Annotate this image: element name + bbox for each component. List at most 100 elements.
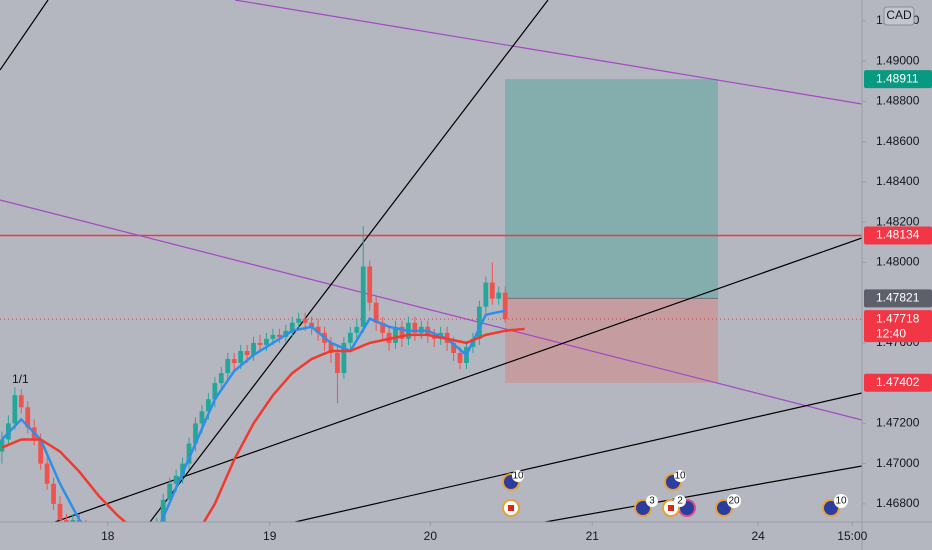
candle-body bbox=[193, 423, 198, 444]
candle-body bbox=[231, 359, 237, 364]
price-badge-label: 1.48911 bbox=[876, 71, 919, 85]
candle-body bbox=[309, 322, 315, 327]
event-count: 10 bbox=[512, 471, 524, 482]
candle-body bbox=[218, 373, 224, 384]
flag bbox=[508, 505, 514, 511]
profit-zone bbox=[505, 79, 718, 299]
candle-body bbox=[341, 342, 347, 374]
candle-body bbox=[18, 395, 24, 408]
candle-body bbox=[335, 352, 340, 374]
candle-body bbox=[328, 342, 334, 353]
price-badge-label: 1.47718 bbox=[876, 311, 920, 325]
candle-body bbox=[186, 443, 192, 464]
candle-body bbox=[264, 338, 269, 345]
candle-body bbox=[399, 326, 405, 339]
price-badge bbox=[864, 373, 932, 392]
flag bbox=[668, 505, 674, 511]
trend-line bbox=[234, 0, 862, 105]
price-badge bbox=[864, 70, 932, 89]
price-badge bbox=[864, 289, 932, 308]
series-area bbox=[0, 226, 525, 548]
candle-body bbox=[0, 439, 5, 452]
candle-body bbox=[212, 383, 218, 400]
candle-body bbox=[57, 503, 63, 520]
x-tick-label: 20 bbox=[424, 529, 438, 543]
candle-body bbox=[25, 407, 31, 428]
candle-body bbox=[483, 282, 489, 307]
x-tick-label: 18 bbox=[101, 529, 115, 543]
trend-line bbox=[149, 0, 549, 522]
y-tick-label: 1.48800 bbox=[876, 94, 920, 108]
trend-line bbox=[0, 0, 49, 71]
y-tick-label: 1.47000 bbox=[876, 456, 920, 470]
trend-line bbox=[0, 199, 862, 421]
candle-body bbox=[70, 519, 76, 522]
trend-line bbox=[294, 392, 862, 522]
candle-body bbox=[38, 439, 44, 464]
x-tick-label: 15:00 bbox=[837, 529, 867, 543]
candle-body bbox=[496, 292, 502, 299]
candle-body bbox=[199, 411, 205, 424]
x-tick-label: 24 bbox=[751, 529, 765, 543]
candle-body bbox=[64, 519, 69, 522]
candle-body bbox=[251, 342, 256, 355]
price-badge-label: 1.48134 bbox=[876, 228, 920, 242]
currency: CAD bbox=[886, 8, 912, 22]
candle-body bbox=[167, 483, 173, 500]
candle-body bbox=[270, 334, 276, 339]
event-badge bbox=[674, 495, 686, 507]
candle-body bbox=[206, 399, 211, 412]
event-badge bbox=[512, 470, 524, 482]
price-badge bbox=[864, 310, 932, 343]
candle-body bbox=[476, 306, 482, 339]
event-badge bbox=[646, 495, 658, 507]
candle-body bbox=[276, 334, 282, 337]
drawings bbox=[0, 0, 862, 522]
candle-body bbox=[302, 318, 308, 323]
candle-body bbox=[315, 326, 321, 333]
candle-body bbox=[154, 524, 159, 540]
x-tick-label: 21 bbox=[586, 529, 600, 543]
event-count: 2 bbox=[677, 496, 683, 507]
candle-body bbox=[225, 359, 231, 374]
event-count: 10 bbox=[835, 496, 847, 507]
candle-body bbox=[51, 483, 56, 504]
event-count: 10 bbox=[674, 471, 686, 482]
candle-body bbox=[393, 326, 398, 343]
candle-body bbox=[412, 322, 418, 333]
candle-body bbox=[90, 538, 95, 548]
candle-body bbox=[12, 395, 18, 424]
candle-body bbox=[289, 322, 295, 331]
events: 10 10 3 2 20 10 bbox=[502, 470, 848, 517]
candle-body bbox=[148, 540, 153, 546]
price-badge-label: 1.47402 bbox=[876, 375, 920, 389]
currency-box[interactable] bbox=[883, 6, 915, 26]
annotation: 1/1 bbox=[12, 372, 29, 386]
y-tick-label: 1.48200 bbox=[876, 214, 920, 228]
y-tick-label: 1.46800 bbox=[876, 496, 920, 510]
event-badge bbox=[727, 494, 741, 508]
candle-body bbox=[296, 318, 302, 323]
candle-body bbox=[347, 332, 353, 343]
candle-body bbox=[502, 292, 508, 320]
moving-average bbox=[1, 327, 525, 522]
candle-body bbox=[373, 302, 379, 323]
price-badge bbox=[864, 226, 932, 245]
candle-body bbox=[489, 282, 495, 299]
y-tick-label: 1.47200 bbox=[876, 416, 920, 430]
plot-area bbox=[0, 79, 862, 383]
candle-body bbox=[83, 524, 88, 538]
candle-body bbox=[244, 350, 250, 355]
y-tick-label: 1.48400 bbox=[876, 174, 920, 188]
countdown: 12:40 bbox=[876, 326, 906, 340]
candle-body bbox=[380, 322, 386, 333]
candle-body bbox=[44, 463, 50, 484]
candle-body bbox=[451, 342, 456, 353]
y-tick-label: 1.49000 bbox=[876, 53, 920, 67]
candle-body bbox=[238, 350, 244, 364]
candle-body bbox=[160, 499, 166, 522]
event-count: 3 bbox=[649, 496, 655, 507]
event-badge bbox=[834, 494, 848, 508]
trend-line bbox=[54, 237, 862, 522]
